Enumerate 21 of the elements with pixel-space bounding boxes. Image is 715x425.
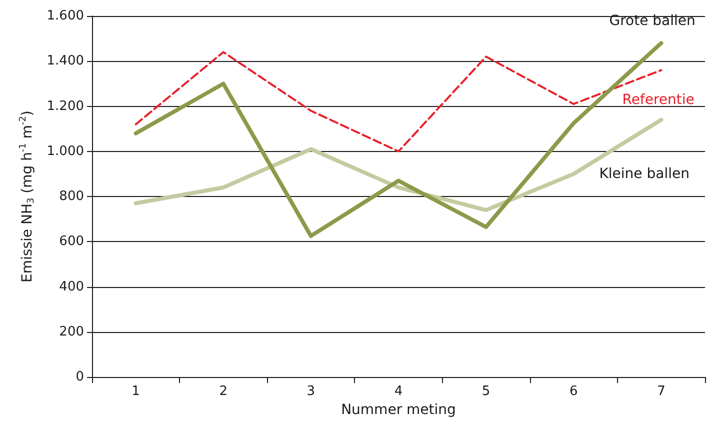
y-tick-label: 1.000 (46, 144, 84, 159)
series-label: Referentie (622, 92, 694, 108)
y-tick-label: 200 (59, 324, 84, 340)
y-tick-label: 1.600 (46, 8, 84, 24)
series-label: Kleine ballen (599, 166, 690, 182)
x-tick-label: 6 (570, 384, 578, 399)
y-tick-label: 600 (59, 234, 84, 250)
y-tick-label: 400 (59, 279, 84, 294)
y-tick-label: 800 (59, 189, 84, 204)
y-tick-label: 1.400 (46, 54, 84, 69)
x-axis-title: Nummer meting (341, 402, 456, 418)
x-tick-label: 1 (132, 384, 140, 399)
x-tick-label: 3 (306, 384, 316, 399)
y-axis-title: Emissie NH3 (mg h-1 m-2) (18, 110, 36, 282)
series-label: Grote ballen (609, 13, 696, 30)
x-tick-label: 7 (657, 384, 666, 399)
y-tick-label: 1.200 (46, 98, 84, 114)
x-tick-label: 4 (394, 384, 403, 399)
y-tick-label: 0 (76, 370, 84, 384)
x-tick-label: 2 (219, 384, 228, 399)
x-tick-label: 5 (482, 384, 490, 399)
